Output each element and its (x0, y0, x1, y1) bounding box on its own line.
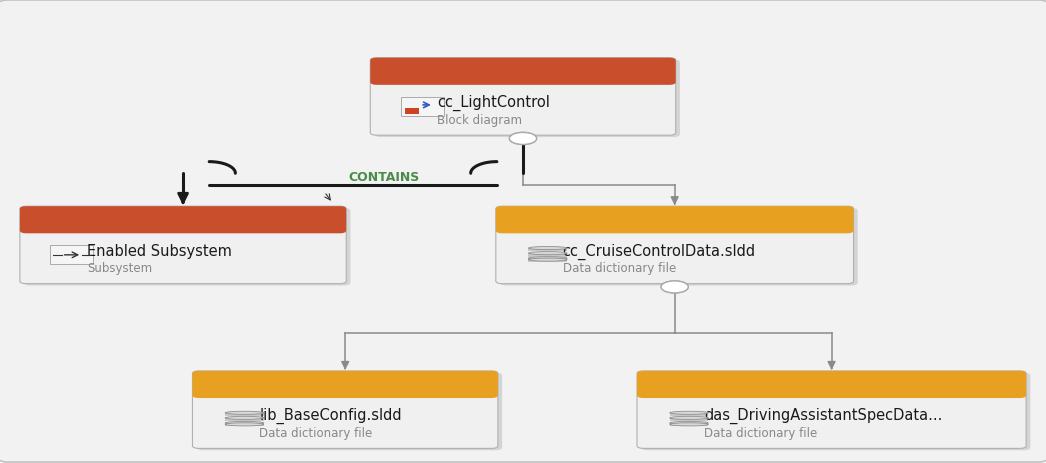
Ellipse shape (225, 416, 264, 419)
Circle shape (509, 133, 537, 145)
Circle shape (661, 281, 688, 294)
Text: cc_LightControl: cc_LightControl (437, 95, 550, 111)
Text: Data dictionary file: Data dictionary file (704, 426, 817, 439)
Bar (377, 73, 669, 83)
FancyBboxPatch shape (192, 371, 498, 448)
Bar (528, 249, 567, 252)
Bar (225, 413, 264, 416)
Text: Data dictionary file: Data dictionary file (259, 426, 372, 439)
Bar (643, 386, 1020, 395)
Bar (528, 259, 567, 262)
FancyBboxPatch shape (401, 98, 444, 117)
Bar (225, 418, 264, 421)
Text: CONTAINS: CONTAINS (348, 170, 420, 184)
FancyBboxPatch shape (637, 371, 1026, 398)
Ellipse shape (225, 423, 264, 426)
Bar (669, 418, 708, 421)
Text: Block diagram: Block diagram (437, 114, 522, 127)
Circle shape (661, 281, 688, 294)
Bar (669, 423, 708, 426)
Text: Data dictionary file: Data dictionary file (563, 262, 676, 275)
FancyBboxPatch shape (20, 206, 346, 284)
FancyBboxPatch shape (496, 206, 854, 234)
Text: cc_CruiseControlData.sldd: cc_CruiseControlData.sldd (563, 243, 756, 259)
FancyBboxPatch shape (500, 208, 858, 286)
FancyBboxPatch shape (370, 58, 676, 86)
Ellipse shape (669, 416, 708, 419)
Text: lib_BaseConfig.sldd: lib_BaseConfig.sldd (259, 407, 402, 424)
Text: Enabled Subsystem: Enabled Subsystem (87, 244, 232, 259)
Bar (199, 386, 492, 395)
Bar (225, 423, 264, 426)
Bar (669, 413, 708, 416)
FancyBboxPatch shape (24, 208, 350, 286)
Ellipse shape (225, 421, 264, 425)
Ellipse shape (669, 423, 708, 426)
Ellipse shape (528, 257, 567, 260)
Ellipse shape (669, 411, 708, 414)
Bar (502, 221, 847, 231)
Ellipse shape (528, 247, 567, 250)
FancyBboxPatch shape (370, 58, 676, 136)
Bar (405, 108, 419, 115)
FancyBboxPatch shape (641, 373, 1030, 450)
FancyBboxPatch shape (374, 60, 680, 138)
Ellipse shape (528, 252, 567, 255)
Circle shape (509, 133, 537, 145)
FancyBboxPatch shape (496, 206, 854, 284)
Text: das_DrivingAssistantSpecData...: das_DrivingAssistantSpecData... (704, 407, 942, 424)
Ellipse shape (669, 421, 708, 425)
Ellipse shape (528, 258, 567, 262)
FancyBboxPatch shape (637, 371, 1026, 448)
FancyBboxPatch shape (197, 373, 502, 450)
Ellipse shape (225, 411, 264, 414)
FancyBboxPatch shape (20, 206, 346, 234)
Bar (26, 221, 340, 231)
Bar (528, 254, 567, 257)
FancyBboxPatch shape (50, 246, 93, 265)
FancyBboxPatch shape (192, 371, 498, 398)
Text: Subsystem: Subsystem (87, 262, 152, 275)
